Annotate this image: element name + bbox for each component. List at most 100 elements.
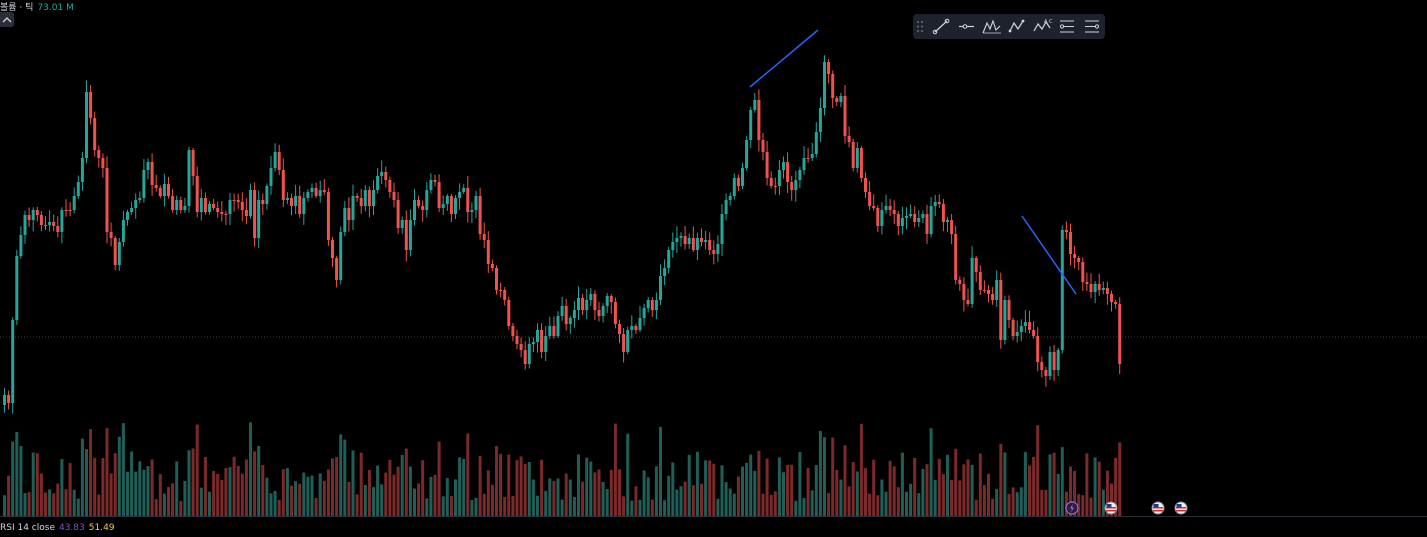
volume-bar (892, 466, 896, 516)
candle-body (995, 280, 999, 300)
candle-body (273, 152, 277, 168)
volume-bar (572, 496, 576, 516)
volume-bar (946, 454, 949, 516)
candle-body (868, 192, 872, 206)
candle-body (503, 290, 507, 300)
volume-bar (408, 466, 412, 516)
candle-body (318, 190, 322, 196)
candle-body (818, 108, 822, 132)
candle-body (630, 326, 634, 330)
candle-body (199, 198, 203, 212)
volume-bar (162, 493, 166, 516)
volume-bar (531, 479, 535, 516)
pane-divider[interactable] (0, 516, 1427, 517)
candle-body (257, 200, 261, 238)
xabcd-pattern-tool[interactable]: A C (1031, 16, 1053, 37)
candle-body (105, 168, 109, 232)
candle-body (515, 336, 519, 344)
volume-bar (548, 478, 552, 516)
candle-body (187, 150, 191, 206)
volume-bar (605, 489, 609, 516)
candle-body (847, 136, 851, 142)
candle-body (782, 162, 785, 170)
candle-body (1056, 350, 1060, 370)
candle-body (827, 62, 831, 74)
candle-body (900, 218, 904, 226)
short-position-tool[interactable] (1081, 16, 1103, 37)
us-flag-event-icon[interactable] (1151, 500, 1165, 515)
candle-body (228, 200, 232, 214)
volume-value: 73.01 M (37, 3, 74, 13)
candle-body (650, 300, 654, 310)
trendline-1[interactable] (749, 29, 819, 88)
short-position-icon (1085, 20, 1100, 33)
volume-bar (872, 459, 876, 516)
lightning-event-icon[interactable] (1065, 500, 1079, 515)
candle-body (445, 196, 449, 204)
volume-bar (536, 495, 539, 516)
volume-bar (868, 493, 872, 516)
trendline-2[interactable] (1021, 215, 1077, 295)
candle-body (404, 220, 408, 250)
volume-bar (1114, 457, 1118, 516)
us-flag-event-icon[interactable] (1174, 500, 1188, 515)
volume-bar (421, 460, 425, 516)
candle-body (552, 326, 556, 336)
candle-body (302, 198, 306, 214)
candle-body (876, 208, 880, 226)
candle-body (1048, 352, 1052, 376)
volume-bar (458, 457, 462, 516)
legend-collapse-button[interactable] (0, 12, 14, 27)
drag-grip-icon[interactable] (917, 21, 923, 32)
candle-body (1011, 320, 1015, 336)
candle-body (720, 214, 724, 244)
volume-bar (64, 489, 68, 516)
volume-bar (900, 452, 904, 516)
volume-bar (265, 477, 269, 516)
candle-body (708, 240, 712, 250)
candle-body (626, 330, 630, 352)
horizontal-ray-tool[interactable] (955, 16, 977, 37)
candle-body (810, 154, 814, 158)
volume-bar (203, 456, 207, 516)
volume-bar (1036, 425, 1040, 516)
volume-bar (195, 424, 199, 516)
long-position-tool[interactable] (1056, 16, 1078, 37)
candle-body (511, 326, 515, 336)
candle-body (1069, 232, 1072, 254)
candle-body (786, 162, 790, 182)
candle-body (138, 198, 142, 200)
candle-body (433, 180, 437, 182)
abcd-pattern-tool[interactable] (1006, 16, 1028, 37)
candle-body (1114, 302, 1118, 304)
volume-bar (589, 461, 593, 516)
volume-bar (736, 476, 740, 516)
candle-body (52, 222, 56, 226)
volume-bar (527, 461, 531, 516)
volume-bar (15, 431, 19, 516)
candle-body (19, 235, 23, 256)
volume-bar (372, 487, 375, 516)
candle-body (704, 240, 708, 242)
volume-bar (101, 458, 105, 516)
volume-bar (1052, 452, 1056, 516)
volume-bar (281, 469, 285, 516)
volume-bar (158, 474, 162, 516)
candle-body (220, 212, 224, 214)
candle-body (962, 284, 966, 300)
volume-bar (1023, 452, 1027, 516)
trend-line-tool[interactable] (930, 16, 952, 37)
volume-bar (544, 490, 548, 516)
candle-body (675, 238, 679, 242)
candle-body (568, 318, 572, 324)
volume-bar (11, 441, 15, 516)
candle-body (999, 280, 1003, 340)
candle-body (802, 158, 806, 170)
volume-bar (634, 486, 638, 516)
candle-body (195, 176, 199, 212)
volume-bar (835, 469, 839, 516)
elliott-wave-tool[interactable] (980, 16, 1002, 37)
us-flag-event-icon[interactable] (1104, 500, 1118, 515)
volume-bar (1118, 442, 1122, 516)
